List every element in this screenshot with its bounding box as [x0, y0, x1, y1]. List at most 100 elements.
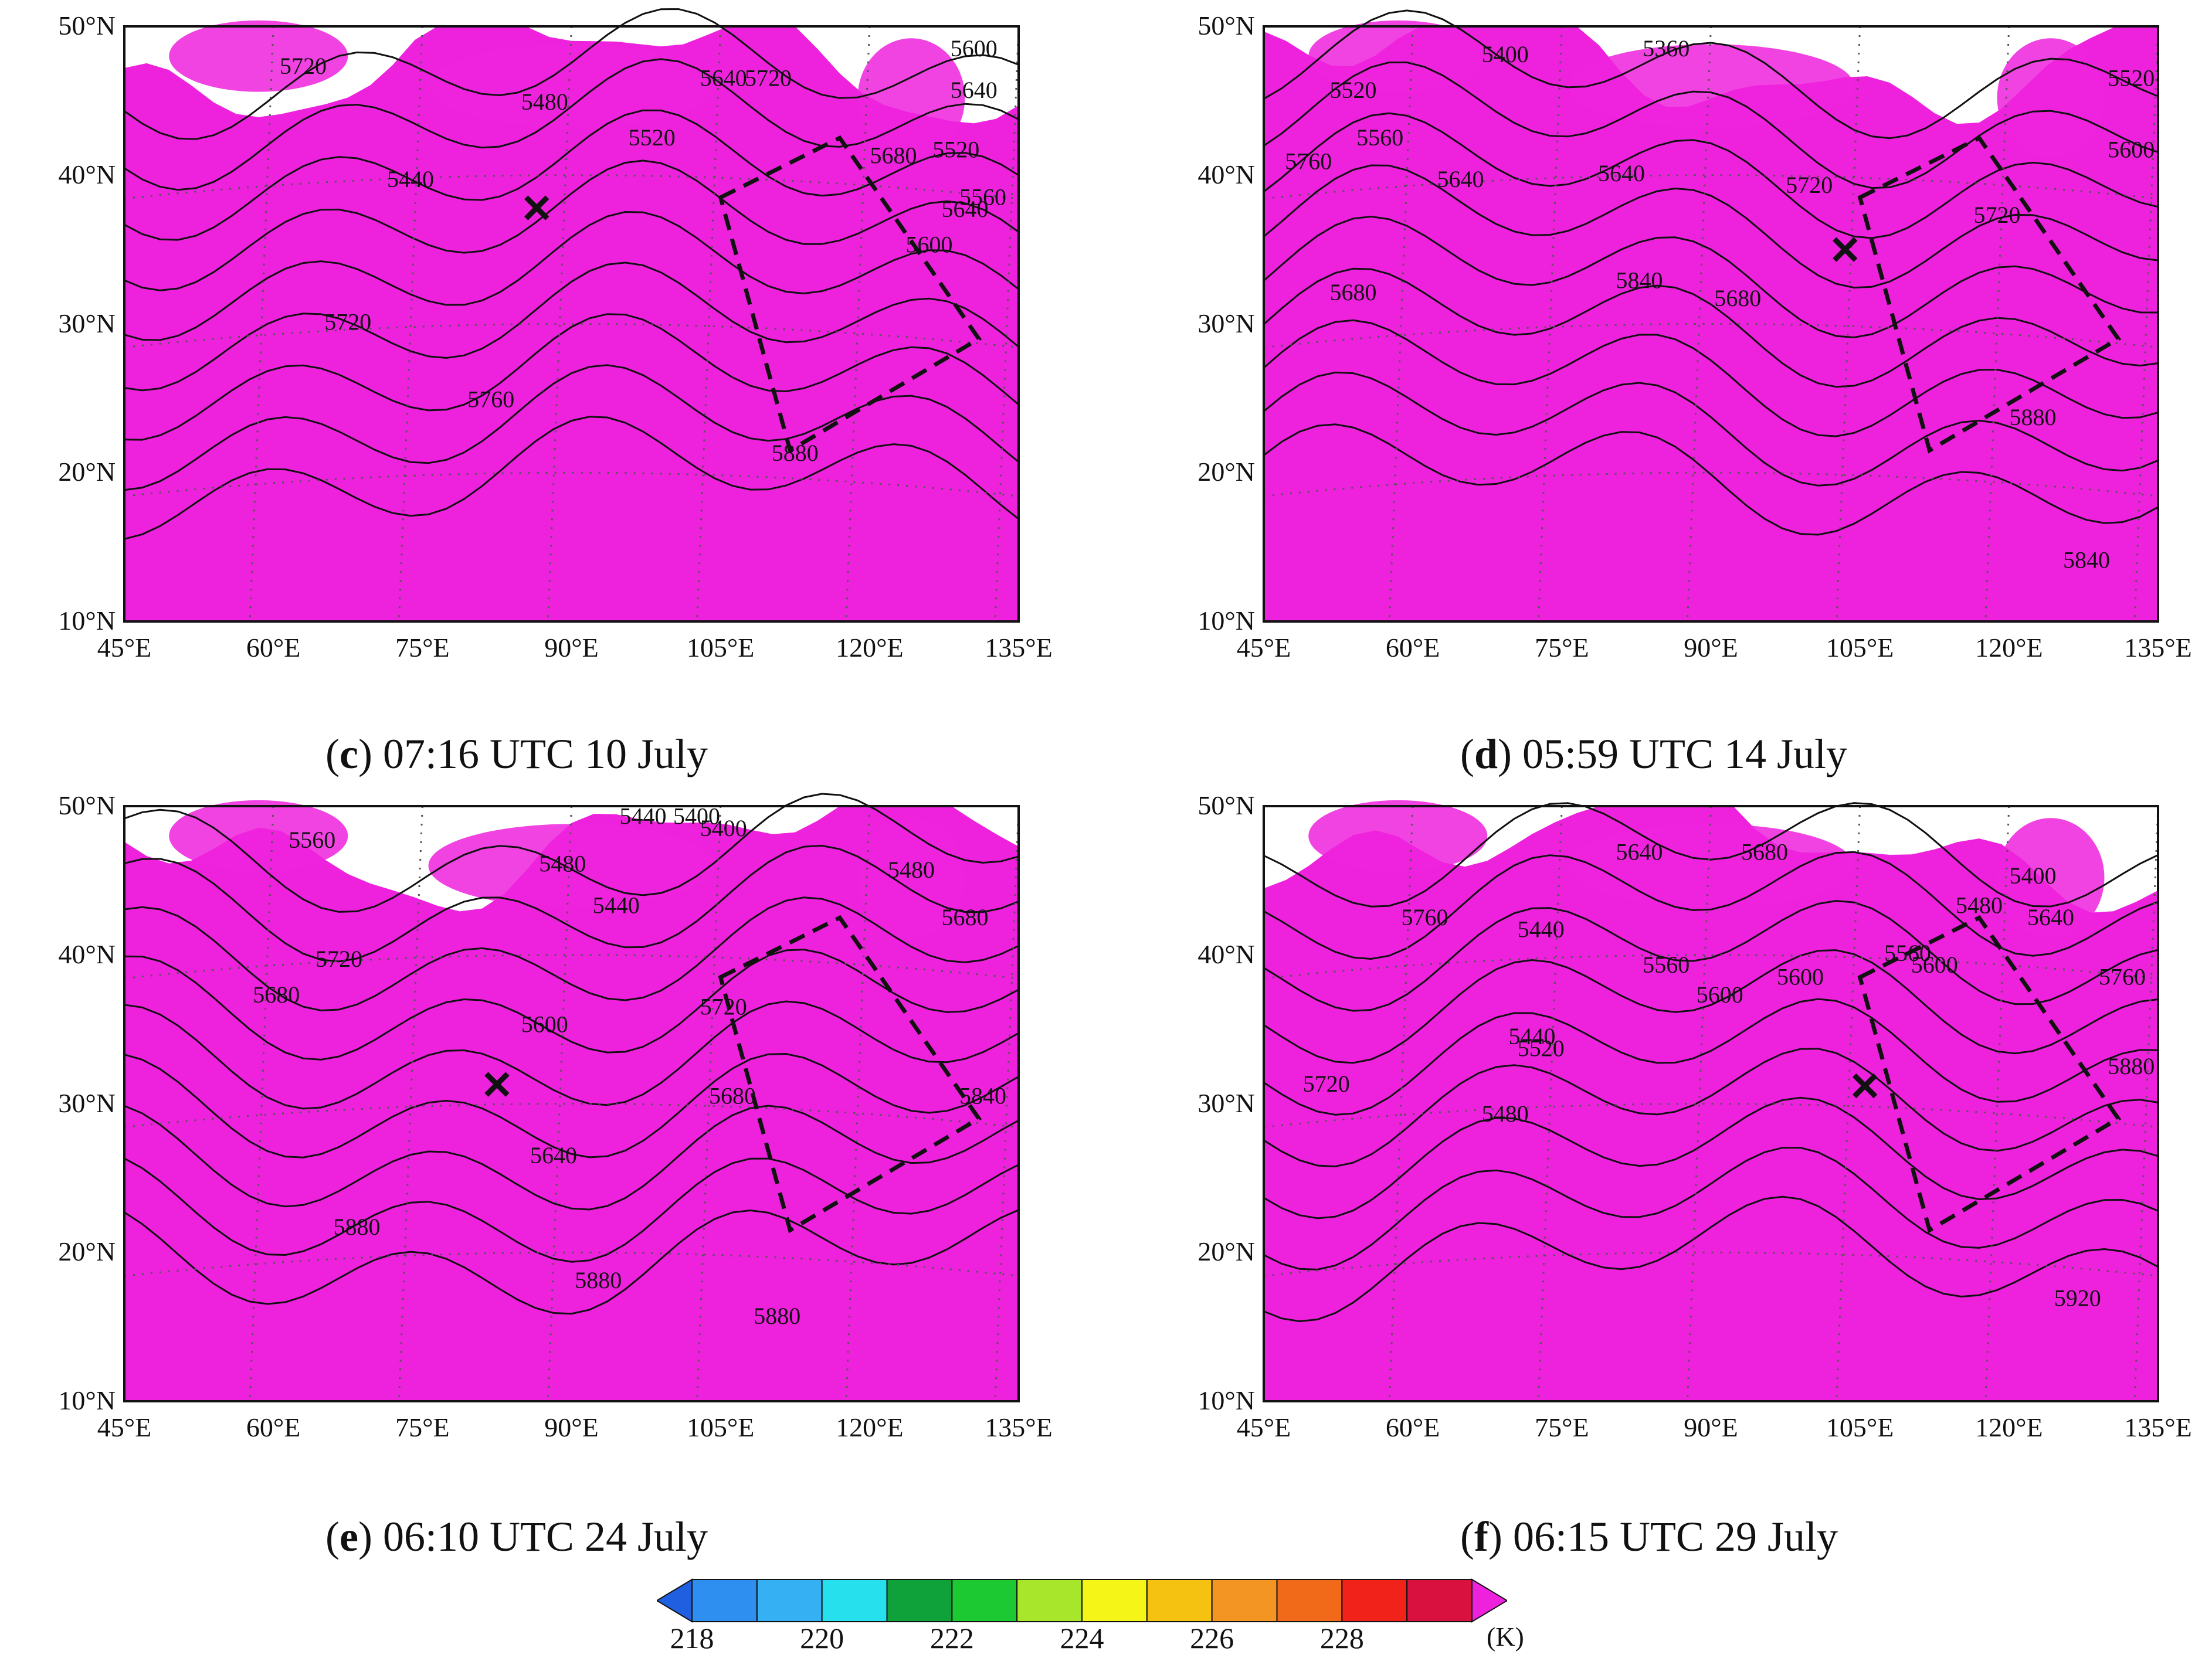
- warm-core: [1308, 800, 1488, 872]
- height-contour: [124, 1105, 1019, 1211]
- height-contour: [1263, 899, 2159, 1012]
- contour-label: 5400: [2010, 862, 2057, 889]
- longitude-label: 105°E: [686, 633, 755, 663]
- colorbar-swatch: [1341, 1579, 1408, 1622]
- contour-label: 5720: [315, 946, 362, 972]
- colorbar-swatch: [886, 1579, 953, 1622]
- contour-label: 5480: [1482, 1100, 1529, 1127]
- contour-label: 5560: [1884, 940, 1931, 966]
- contour-label: 5520: [2108, 65, 2155, 91]
- contour-label: 5760: [2099, 964, 2146, 990]
- contour-label: 5600: [2108, 136, 2155, 162]
- longitude-label: 60°E: [1385, 633, 1440, 663]
- contour-label: 5560: [1643, 952, 1689, 978]
- colorbar-swatch: [756, 1579, 823, 1622]
- contour-label: 5440: [387, 166, 434, 192]
- warm-core: [1997, 818, 2105, 937]
- height-contour: [1263, 1096, 2159, 1219]
- latitude-label: 20°N: [1197, 457, 1255, 487]
- height-contour: [1263, 423, 2159, 536]
- contour-label: 5480: [888, 857, 935, 883]
- contour-label: 5680: [942, 904, 989, 930]
- colorbar-swatch: [821, 1579, 888, 1622]
- study-region-box: [1857, 135, 2122, 454]
- contour-label: 5600: [1911, 952, 1958, 978]
- height-contour: [124, 313, 1019, 441]
- temperature-band: [124, 806, 1019, 1401]
- height-contour: [1263, 61, 2159, 189]
- height-contour: [1263, 949, 2159, 1064]
- colorbar-swatch: [1211, 1579, 1278, 1622]
- storm-marker: [524, 195, 549, 220]
- latitude-label: 50°N: [1197, 790, 1255, 820]
- longitude-label: 90°E: [544, 1412, 599, 1442]
- panel-letter: e: [339, 1513, 358, 1560]
- colorbar-swatch: [1406, 1579, 1473, 1622]
- contour-label: 5640: [1616, 838, 1663, 865]
- height-contour: [124, 1209, 1019, 1315]
- contour-label: 5720: [324, 309, 371, 335]
- height-contour: [124, 416, 1019, 540]
- contour-label: 5640: [2027, 904, 2074, 930]
- contour-label: 5680: [1741, 838, 1788, 865]
- height-contour: [1263, 802, 2159, 908]
- height-contour: [1263, 215, 2159, 339]
- warm-core: [857, 818, 965, 937]
- longitude-label: 75°E: [1535, 633, 1589, 663]
- longitude-label: 120°E: [836, 633, 904, 663]
- contour-label: 5720: [745, 65, 792, 91]
- colorbar: [656, 1577, 1508, 1627]
- latitude-label: 50°N: [58, 790, 116, 820]
- height-contour: [1263, 1048, 2159, 1168]
- colorbar-swatch: [1471, 1578, 1508, 1623]
- contour-label: 5760: [467, 386, 514, 413]
- latitude-label: 30°N: [58, 308, 116, 338]
- longitude-label: 120°E: [1975, 633, 2043, 663]
- latitude-label: 10°N: [58, 606, 116, 636]
- contour-label: 5520: [932, 136, 979, 162]
- height-contour: [1263, 998, 2159, 1116]
- panel-caption: (f) 06:15 UTC 29 July: [1460, 1513, 1838, 1560]
- height-contour: [124, 8, 1019, 140]
- map-frame: [1263, 25, 2159, 623]
- contour-label: 5400: [1482, 41, 1529, 67]
- colorbar-swatch: [951, 1579, 1018, 1622]
- colorbar-swatch: [1146, 1579, 1213, 1622]
- height-contour: [124, 844, 1019, 963]
- contour-label: 5640: [1598, 160, 1645, 186]
- colorbar-swatch: [691, 1579, 758, 1622]
- panel-letter: f: [1474, 1513, 1488, 1560]
- contour-label: 5560: [1356, 124, 1403, 151]
- latitude-label: 40°N: [1197, 939, 1255, 969]
- map-plot-d: 5520 5400 5360 5560 5520 5600 5640 5760 5640 5720…: [1263, 9, 2159, 623]
- height-contour: [1263, 851, 2159, 960]
- height-contour: [1263, 112, 2159, 239]
- longitude-label: 135°E: [985, 1412, 1053, 1442]
- contour-label: 5680: [870, 142, 917, 168]
- height-contour: [124, 949, 1019, 1061]
- contour-label: 5760: [1285, 148, 1332, 175]
- longitude-label: 105°E: [686, 1412, 755, 1442]
- contour-label: 5880: [334, 1214, 381, 1240]
- latitude-label: 10°N: [1197, 1385, 1255, 1415]
- contour-label: 5640: [942, 196, 989, 222]
- latitude-label: 30°N: [1197, 308, 1255, 338]
- colorbar-tick-label: 218: [670, 1622, 714, 1655]
- colorbar-scale: [656, 1578, 1508, 1623]
- contour-label: 5600: [906, 232, 953, 258]
- height-contour: [1263, 371, 2159, 487]
- temperature-band: [1264, 26, 2158, 621]
- contour-label: 5680: [253, 981, 300, 1008]
- colorbar-tick-label: 222: [929, 1622, 974, 1655]
- panel-time: 07:16 UTC 10 July: [372, 731, 708, 777]
- contour-label: 5480: [521, 89, 568, 115]
- height-contour: [124, 896, 1019, 1012]
- contour-label: 5720: [1974, 202, 2021, 228]
- contour-label: 5560: [959, 184, 1006, 210]
- contour-label: 5440: [1509, 1023, 1556, 1049]
- longitude-label: 90°E: [1684, 633, 1738, 663]
- longitude-label: 75°E: [395, 1412, 450, 1442]
- contour-label: 5400: [700, 815, 747, 841]
- colorbar-swatch: [656, 1578, 693, 1623]
